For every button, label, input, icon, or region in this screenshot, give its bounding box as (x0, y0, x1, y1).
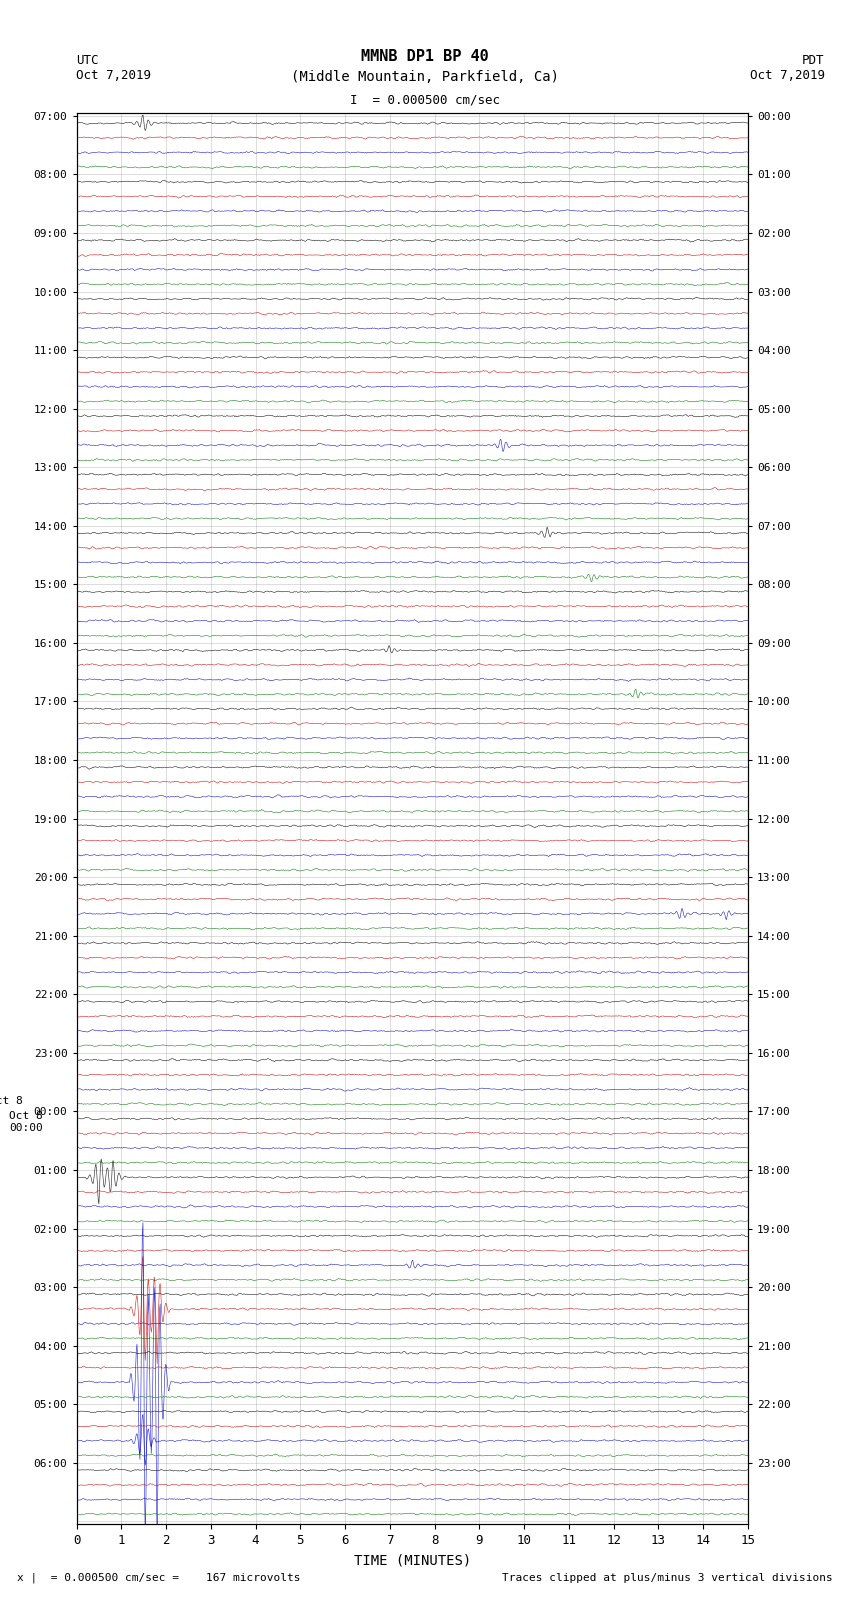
Text: (Middle Mountain, Parkfield, Ca): (Middle Mountain, Parkfield, Ca) (291, 71, 559, 84)
Text: UTC
Oct 7,2019: UTC Oct 7,2019 (76, 53, 151, 82)
Text: Oct 8
00:00: Oct 8 00:00 (9, 1111, 43, 1132)
Text: Oct 8: Oct 8 (0, 1095, 23, 1105)
Text: x |  = 0.000500 cm/sec =    167 microvolts: x | = 0.000500 cm/sec = 167 microvolts (17, 1573, 301, 1582)
Text: I  = 0.000500 cm/sec: I = 0.000500 cm/sec (350, 94, 500, 106)
X-axis label: TIME (MINUTES): TIME (MINUTES) (354, 1553, 471, 1568)
Text: PDT
Oct 7,2019: PDT Oct 7,2019 (750, 53, 824, 82)
Text: Traces clipped at plus/minus 3 vertical divisions: Traces clipped at plus/minus 3 vertical … (502, 1573, 833, 1582)
Text: MMNB DP1 BP 40: MMNB DP1 BP 40 (361, 48, 489, 65)
